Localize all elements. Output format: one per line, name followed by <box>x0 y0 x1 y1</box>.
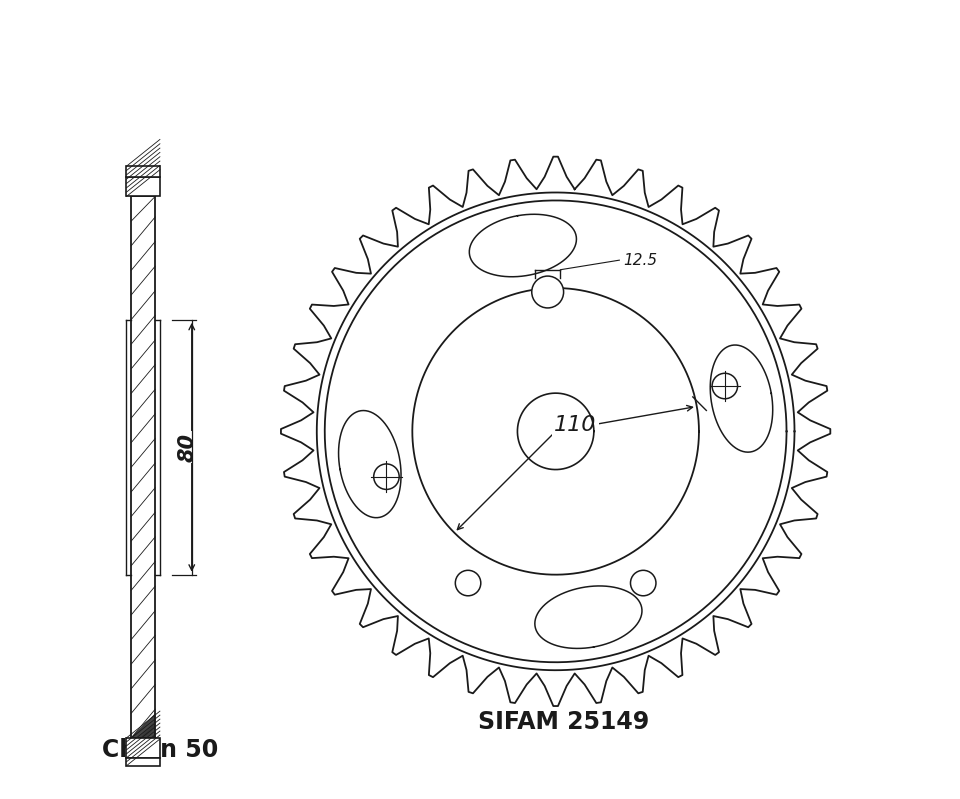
Polygon shape <box>535 586 642 649</box>
Polygon shape <box>469 214 576 276</box>
Polygon shape <box>132 197 156 738</box>
Text: Chain 50: Chain 50 <box>102 737 218 761</box>
Polygon shape <box>710 345 773 452</box>
Polygon shape <box>127 738 160 757</box>
Circle shape <box>712 373 737 399</box>
Polygon shape <box>339 411 401 518</box>
Text: 80: 80 <box>178 433 198 462</box>
Polygon shape <box>281 157 830 706</box>
Polygon shape <box>127 757 160 765</box>
Circle shape <box>532 276 564 308</box>
Polygon shape <box>127 177 160 197</box>
Circle shape <box>455 570 481 596</box>
Circle shape <box>631 570 656 596</box>
Polygon shape <box>127 166 160 177</box>
Text: 12.5: 12.5 <box>623 252 658 268</box>
Text: SIFAM 25149: SIFAM 25149 <box>478 710 649 734</box>
Circle shape <box>373 464 399 490</box>
Text: 110: 110 <box>554 415 597 435</box>
